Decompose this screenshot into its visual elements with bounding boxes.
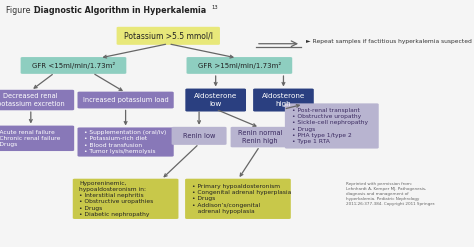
Text: 13: 13 [211,5,218,10]
FancyBboxPatch shape [253,89,314,112]
FancyBboxPatch shape [78,127,174,157]
FancyBboxPatch shape [185,179,291,219]
Text: Diagnostic Algorithm in Hyperkalemia: Diagnostic Algorithm in Hyperkalemia [34,6,206,15]
Text: Increased potassium load: Increased potassium load [83,97,168,103]
Text: GFR <15ml/min/1.73m²: GFR <15ml/min/1.73m² [32,62,115,69]
FancyBboxPatch shape [73,179,178,219]
FancyBboxPatch shape [185,89,246,112]
Text: Potassium >5.5 mmol/l: Potassium >5.5 mmol/l [124,31,213,40]
Text: Decreased renal
potassium excretion: Decreased renal potassium excretion [0,93,64,107]
FancyBboxPatch shape [117,27,220,45]
FancyBboxPatch shape [21,57,126,74]
FancyBboxPatch shape [186,57,292,74]
Text: Reprinted with permission from:
Lehnhardt A, Kemper MJ. Pathogenesis,
diagnosis : Reprinted with permission from: Lehnhard… [346,182,436,206]
Text: Renin low: Renin low [183,133,215,139]
FancyBboxPatch shape [285,103,379,149]
Text: Aldosterone
low: Aldosterone low [194,93,237,107]
Text: Hyporeninemic,
hypoaldosteronism in:
• Interstitial nephritis
• Obstructive urop: Hyporeninemic, hypoaldosteronism in: • I… [80,181,154,217]
FancyBboxPatch shape [0,90,74,110]
Text: • Supplementation (oral/iv)
• Potassium-rich diet
• Blood transfusion
• Tumor ly: • Supplementation (oral/iv) • Potassium-… [84,130,166,154]
Text: Renin normal
Renin high: Renin normal Renin high [237,130,282,144]
Text: ► Repeat samples if factitious hyperkalemia suspected: ► Repeat samples if factitious hyperkale… [306,40,472,44]
Text: • Post-renal transplant
• Obstructive uropathy
• Sickle-cell nephropathy
• Drugs: • Post-renal transplant • Obstructive ur… [292,108,367,144]
Text: Figure 1.: Figure 1. [6,6,44,15]
Text: GFR >15ml/min/1.73m²: GFR >15ml/min/1.73m² [198,62,281,69]
FancyBboxPatch shape [78,92,174,108]
Text: • Acute renal failure
• Chronic renal failure
• Drugs: • Acute renal failure • Chronic renal fa… [0,130,61,147]
Text: • Primary hypoaldosteronism
• Congenital adrenal hyperplasia
• Drugs
• Addison’s: • Primary hypoaldosteronism • Congenital… [191,184,291,214]
FancyBboxPatch shape [0,125,74,151]
Text: Aldosterone
high: Aldosterone high [262,93,305,107]
FancyBboxPatch shape [172,127,227,145]
FancyBboxPatch shape [231,127,289,147]
